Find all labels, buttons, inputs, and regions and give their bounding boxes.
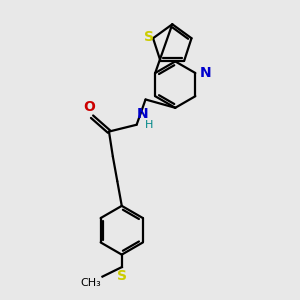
Text: H: H bbox=[145, 120, 153, 130]
Text: S: S bbox=[117, 269, 127, 283]
Text: O: O bbox=[84, 100, 96, 114]
Text: N: N bbox=[137, 107, 149, 121]
Text: CH₃: CH₃ bbox=[80, 278, 101, 288]
Text: S: S bbox=[144, 30, 154, 44]
Text: N: N bbox=[200, 66, 212, 80]
